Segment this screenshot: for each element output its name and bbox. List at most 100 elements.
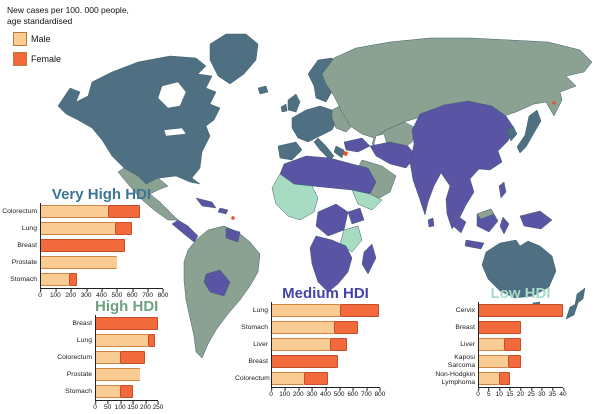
category-label: Lung xyxy=(21,224,37,232)
region-japan xyxy=(516,109,542,154)
chart-row: Breast xyxy=(42,315,158,332)
chart-row: Prostate xyxy=(42,366,158,383)
region-north-america xyxy=(57,55,221,185)
bar-track xyxy=(271,355,380,368)
category-label: Stomach xyxy=(241,323,268,331)
region-iberia xyxy=(277,141,303,161)
female-bar-segment xyxy=(499,372,510,385)
chart-rows: Cervix Breast Liver Kaposi Sarcoma Non-Hodgk… xyxy=(428,302,563,387)
chart-row: Colorectum xyxy=(42,349,158,366)
category-label: Stomach xyxy=(10,275,37,283)
male-bar-segment xyxy=(95,368,141,381)
chart-row: Kaposi Sarcoma xyxy=(428,353,563,370)
region-india-china-sea xyxy=(409,100,515,230)
region-west-africa xyxy=(271,173,319,221)
bar-track xyxy=(95,368,158,381)
chart-row: Breast xyxy=(1,237,163,254)
chart-rows: Breast Lung Colorectum Prostate Stomach xyxy=(42,315,158,400)
map-legend: New cases per 100. 000 people, age stand… xyxy=(7,5,129,67)
x-axis-tick: 50 xyxy=(103,400,112,411)
female-bar-segment xyxy=(303,372,329,385)
chart-row: Liver xyxy=(428,336,563,353)
bar-track xyxy=(95,385,158,398)
legend-title-line2: age standardised xyxy=(7,15,73,26)
category-label: Cervix xyxy=(455,306,475,314)
female-bar-segment xyxy=(507,355,521,368)
x-axis-tick: 400 xyxy=(96,288,107,299)
region-korea xyxy=(506,125,518,142)
region-hispaniola xyxy=(217,207,229,215)
chart-very-high-hdi: Very High HDI Colorectum Lung Breast Prosta… xyxy=(1,186,168,300)
male-bar-segment xyxy=(95,334,148,347)
bar-track xyxy=(271,304,380,317)
hudson-bay xyxy=(157,81,187,109)
male-bar-segment xyxy=(478,372,500,385)
category-label: Lung xyxy=(76,336,92,344)
micro-state-caribbean xyxy=(231,216,235,220)
x-axis-tick: 0 xyxy=(93,400,97,411)
category-label: Non-Hodgkin Lymphoma xyxy=(435,371,475,386)
male-color-swatch xyxy=(13,32,27,47)
region-western-europe xyxy=(291,105,339,143)
x-axis-tick: 600 xyxy=(347,387,359,398)
bar-track xyxy=(95,334,158,347)
chart-x-axis: 0 100 200 300 400 500 600 700 800 xyxy=(38,288,168,300)
region-central-america xyxy=(171,219,199,243)
chart-row: Stomach xyxy=(42,383,158,400)
category-label: Colorectum xyxy=(2,207,37,215)
category-label: Liver xyxy=(253,340,268,348)
bar-track xyxy=(95,317,158,330)
region-sulawesi xyxy=(499,216,510,235)
category-label: Stomach xyxy=(65,387,92,395)
region-kenya xyxy=(347,207,365,225)
x-axis-tick: 5 xyxy=(486,387,491,398)
category-label: Breast xyxy=(455,323,475,331)
bar-track xyxy=(271,321,380,334)
male-label: Male xyxy=(31,34,51,45)
male-bar-segment xyxy=(40,273,70,286)
x-axis-tick: 700 xyxy=(360,387,372,398)
female-bar-segment xyxy=(147,334,156,347)
x-axis-tick: 400 xyxy=(320,387,331,398)
chart-row: Lung xyxy=(235,302,380,319)
category-label: Colorectum xyxy=(235,374,270,382)
x-axis-tick: 100 xyxy=(49,288,61,299)
female-bar-segment xyxy=(478,304,563,317)
chart-x-axis: 0 5 10 15 20 25 30 35 40 xyxy=(476,387,567,399)
x-axis-tick: 40 xyxy=(559,387,567,398)
x-axis-tick: 0 xyxy=(269,387,273,398)
bar-track xyxy=(40,239,163,252)
chart-rows: Lung Stomach Liver Breast Colorectum xyxy=(235,302,380,387)
female-bar-segment xyxy=(329,338,348,351)
region-guyanas xyxy=(225,227,241,243)
chart-row: Non-Hodgkin Lymphoma xyxy=(428,370,563,387)
chart-title: Low HDI xyxy=(490,285,551,302)
category-label: Breast xyxy=(248,357,268,365)
region-turkey xyxy=(343,137,371,153)
bar-track xyxy=(40,256,163,269)
female-bar-segment xyxy=(340,304,379,317)
male-bar-segment xyxy=(478,338,504,351)
region-iran-region xyxy=(369,141,417,169)
x-axis-tick: 30 xyxy=(538,387,546,398)
male-bar-segment xyxy=(271,338,330,351)
legend-title-line1: New cases per 100. 000 people, xyxy=(7,5,129,15)
male-bar-segment xyxy=(95,385,121,398)
region-southern-africa xyxy=(309,235,353,293)
region-horn-of-africa xyxy=(351,189,383,211)
x-axis-tick: 25 xyxy=(527,387,535,398)
region-congo xyxy=(315,203,349,237)
chart-row: Breast xyxy=(428,319,563,336)
male-bar-segment xyxy=(271,321,334,334)
region-greece xyxy=(333,145,345,159)
region-new-guinea xyxy=(519,210,553,230)
legend-item-female: Female xyxy=(13,52,129,67)
x-axis-tick: 20 xyxy=(516,387,525,398)
female-bar-segment xyxy=(120,385,133,398)
category-label: Breast xyxy=(17,241,37,249)
x-axis-tick: 200 xyxy=(139,400,151,411)
x-axis-tick: 700 xyxy=(142,288,154,299)
x-axis-tick: 250 xyxy=(152,400,164,411)
